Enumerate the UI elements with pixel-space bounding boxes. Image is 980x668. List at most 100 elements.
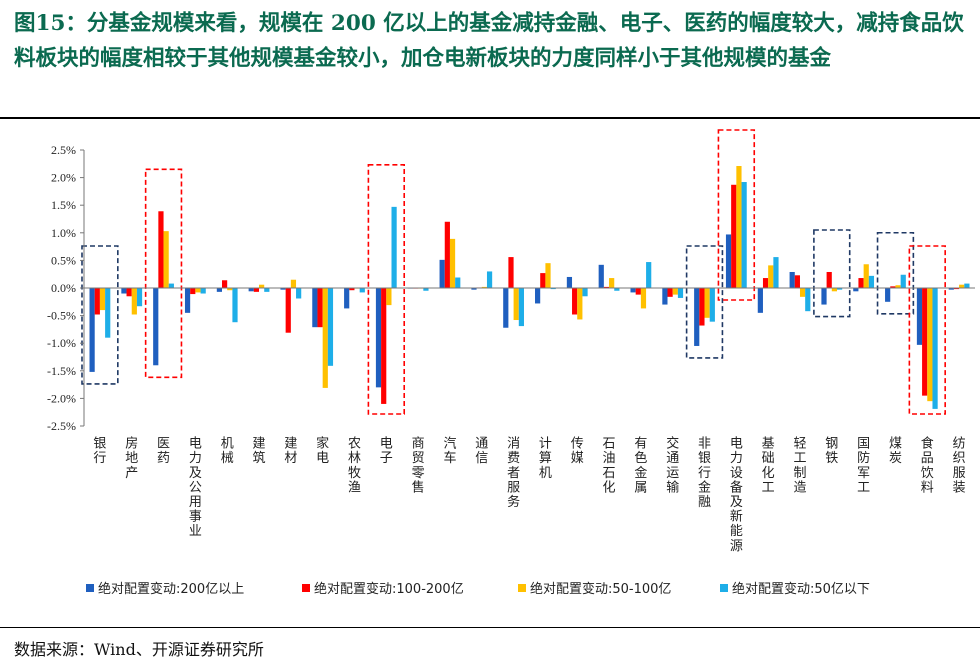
legend-swatch — [518, 584, 526, 592]
bar-4 — [932, 288, 938, 409]
bar-4 — [741, 182, 747, 288]
bar-1 — [789, 271, 795, 288]
bar-3 — [577, 288, 583, 320]
bar-3 — [195, 288, 201, 293]
bar-3 — [449, 238, 456, 288]
bar-2 — [858, 278, 864, 288]
bar-1 — [216, 288, 222, 292]
bar-4 — [455, 277, 461, 288]
bar-3 — [290, 279, 297, 288]
bar-2 — [794, 275, 800, 288]
highlight-box — [813, 229, 851, 318]
x-category-label: 医药 — [157, 437, 170, 467]
bar-2 — [890, 286, 896, 288]
y-tick-label: 2.5% — [51, 143, 76, 157]
bar-1 — [344, 288, 350, 309]
x-category-label: 通信 — [475, 437, 488, 467]
x-category-label: 房地产 — [125, 436, 138, 481]
x-category-label: 钢铁 — [825, 437, 838, 467]
x-category-label: 农林牧渔 — [348, 437, 361, 496]
x-category-label: 非银行金融 — [698, 437, 711, 510]
legend-label: 绝对配置变动:200亿以上 — [98, 581, 244, 597]
bar-2 — [731, 184, 737, 288]
highlight-box — [908, 245, 946, 415]
title-divider — [0, 117, 980, 119]
bar-2 — [222, 280, 228, 288]
legend-item: 绝对配置变动:100-200亿 — [302, 581, 464, 597]
bar-1 — [853, 288, 859, 292]
bar-2 — [603, 286, 610, 288]
bar-4 — [200, 288, 206, 294]
bar-4 — [518, 288, 524, 327]
bar-4 — [359, 288, 365, 293]
legend-item: 绝对配置变动:200亿以上 — [86, 581, 244, 597]
bar-3 — [895, 285, 901, 288]
bar-1 — [566, 276, 573, 288]
x-category-label: 家电 — [316, 436, 329, 467]
y-axis-tick-labels: 2.5% 2.0% 1.5% 1.0% 0.5% 0.0% -0.5% -1.0% -1.5% -… — [47, 143, 76, 433]
bar-4 — [296, 288, 302, 299]
bar-4 — [677, 288, 684, 298]
bar-3 — [386, 288, 392, 306]
bar-4 — [805, 288, 811, 312]
legend-item: 绝对配置变动:50-100亿 — [518, 581, 671, 597]
bar-1 — [948, 288, 954, 290]
y-tick-label: -0.5% — [47, 309, 76, 323]
x-category-label: 纺织服装 — [953, 437, 966, 496]
x-category-label: 电力及公用事业 — [189, 437, 202, 540]
x-category-label: 消费者服务 — [507, 437, 520, 510]
legend-label: 绝对配置变动:50亿以下 — [732, 581, 870, 597]
legend-swatch — [720, 584, 728, 592]
bar-3 — [736, 166, 742, 288]
bar-4 — [168, 283, 174, 288]
bar-4 — [709, 288, 715, 322]
bar-4 — [327, 288, 334, 366]
bar-4 — [423, 288, 429, 291]
bar-4 — [837, 288, 843, 290]
y-tick-label: -2.0% — [47, 391, 76, 405]
bar-2 — [285, 288, 291, 333]
bar-1 — [885, 288, 891, 302]
bar-2 — [762, 278, 769, 288]
x-category-label: 电子 — [380, 437, 393, 467]
bar-1 — [821, 288, 827, 305]
legend-swatch — [302, 584, 310, 592]
bar-1 — [725, 234, 732, 288]
bar-2 — [253, 288, 260, 292]
x-category-label: 银行 — [93, 437, 106, 467]
y-tick-label: -1.0% — [47, 336, 76, 350]
bar-1 — [662, 288, 668, 305]
bar-4 — [486, 271, 493, 288]
highlight-box — [717, 129, 756, 301]
x-category-label: 轻工制造 — [793, 437, 806, 496]
bar-2 — [94, 288, 100, 315]
bar-3 — [227, 288, 233, 291]
bar-1 — [280, 288, 286, 290]
highlight-box — [81, 245, 119, 385]
bar-1 — [503, 288, 509, 328]
bar-4 — [582, 288, 588, 297]
x-category-label: 电力设备及新能源 — [730, 437, 743, 554]
bar-4 — [964, 283, 970, 288]
bar-3 — [131, 288, 137, 315]
x-category-label: 煤炭 — [889, 437, 902, 467]
bar-2 — [540, 273, 546, 288]
bar-3 — [259, 284, 265, 288]
y-tick-label: 0.0% — [51, 281, 76, 295]
x-category-label: 有色金属 — [634, 437, 647, 496]
bar-4 — [264, 288, 270, 292]
data-source-note: 数据来源：Wind、开源证券研究所 — [14, 640, 264, 659]
bar-3 — [672, 288, 678, 295]
bar-1 — [184, 288, 191, 313]
bar-4 — [773, 257, 779, 288]
bar-1 — [598, 264, 604, 288]
y-tick-label: -1.5% — [47, 364, 76, 378]
bar-2 — [572, 288, 578, 315]
highlight-boxes — [81, 129, 946, 415]
chart-legend: 绝对配置变动:200亿以上 绝对配置变动:100-200亿 绝对配置变动:50-10… — [86, 581, 870, 597]
bar-3 — [959, 284, 965, 288]
bar-1 — [153, 288, 159, 366]
bar-1 — [312, 288, 318, 328]
y-tick-label: 1.0% — [51, 226, 76, 240]
